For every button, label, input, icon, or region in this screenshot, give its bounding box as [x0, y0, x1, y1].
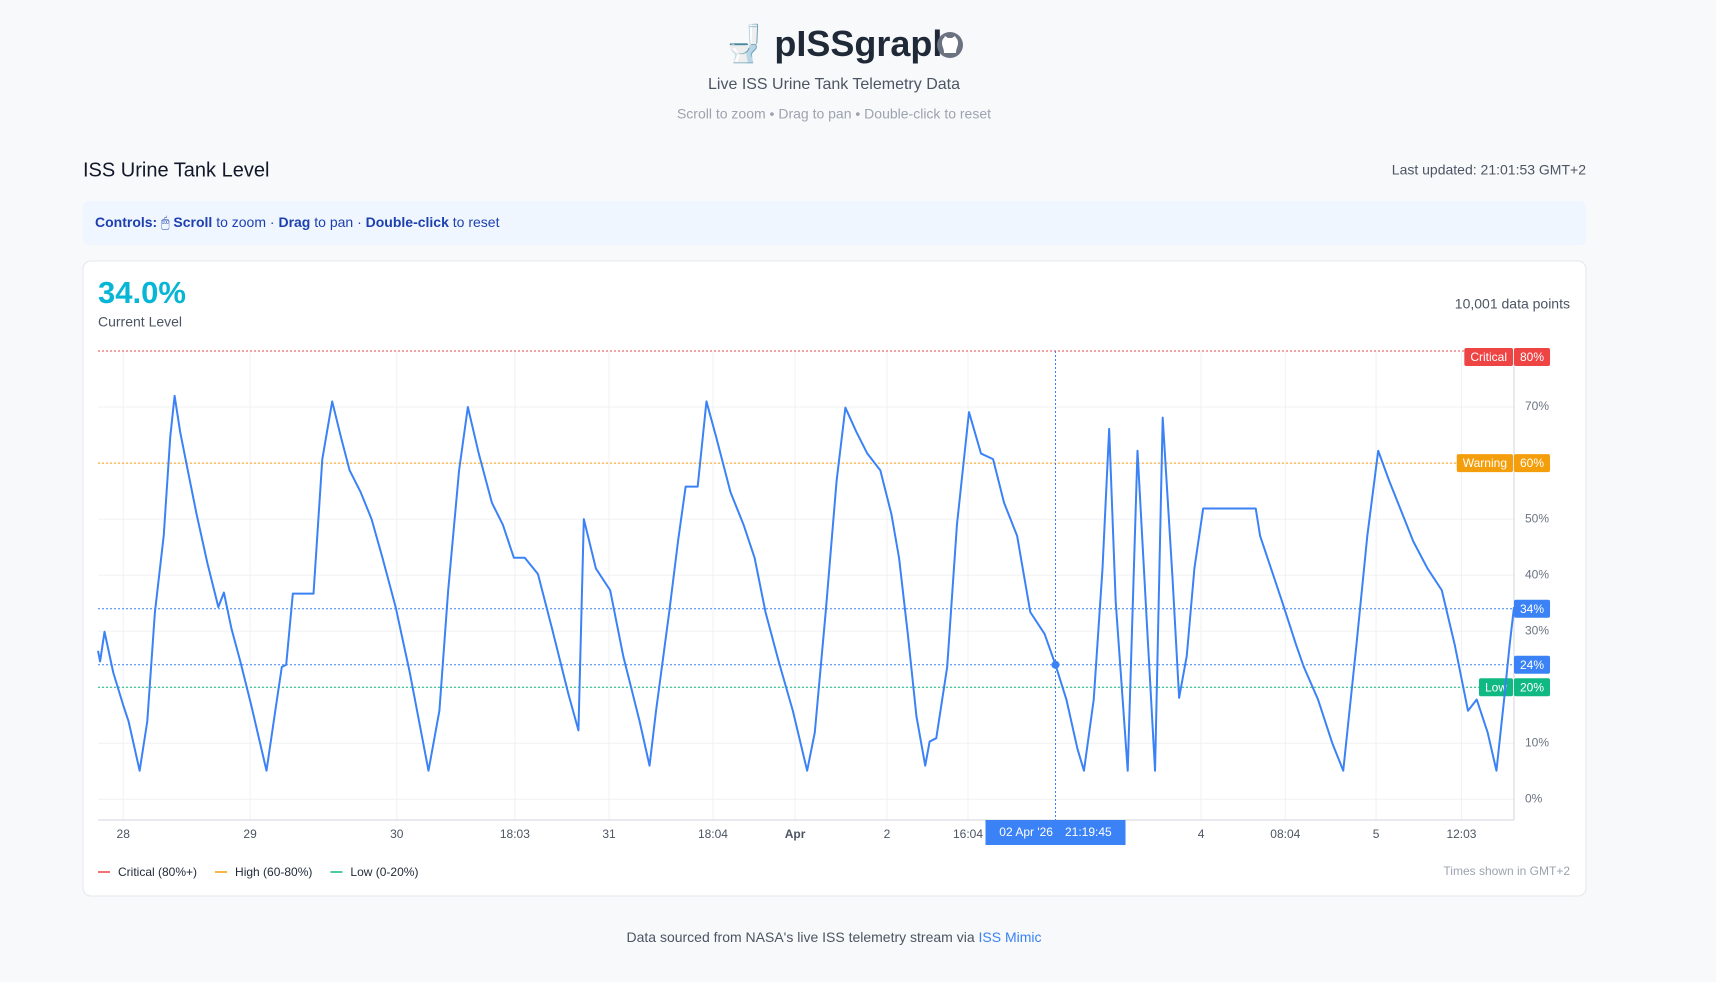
reference-value-badge-text: 60%: [1520, 456, 1544, 470]
data-points: 10,001 data points: [1455, 296, 1570, 312]
y-tick-label: 0%: [1525, 791, 1543, 805]
footer-text: Data sourced from NASA's live ISS teleme…: [626, 929, 978, 945]
reference-name-badge-bg: [1456, 454, 1513, 473]
chart-card: [82, 260, 1587, 897]
reference-name-badge: Critical: [1464, 348, 1513, 366]
current-level: 34.0%: [98, 275, 186, 310]
reference-value-badge-bg: [1514, 599, 1551, 618]
controls-text: Controls: 🖱 Scroll to zoom · Drag to pan…: [95, 214, 500, 230]
reference-name-badge-text: Warning: [1463, 456, 1507, 470]
legend-label: Low (0-20%): [350, 865, 418, 879]
app-title: 🚽 pISSgraph: [722, 23, 955, 64]
reference-value-badge-text: 80%: [1520, 350, 1544, 364]
y-tick-label: 10%: [1525, 735, 1549, 749]
x-tick-label: 12:03: [1446, 827, 1476, 841]
x-tick-label: 30: [390, 827, 404, 841]
section-title: ISS Urine Tank Level: [83, 159, 269, 181]
y-tick-label: 30%: [1525, 623, 1549, 637]
x-tick-label: 31: [602, 827, 616, 841]
controls-part: to zoom ·: [212, 214, 278, 230]
reference-name-badge-text: Critical: [1470, 350, 1507, 364]
x-tick-label: 16:04: [953, 827, 983, 841]
reference-value-badge-text: 34%: [1520, 602, 1544, 616]
series-line: [97, 394, 1515, 772]
cursor-value-badge: 24%: [1514, 655, 1551, 674]
x-tick-label: 28: [117, 827, 131, 841]
last-updated: Last updated: 21:01:53 GMT+2: [1392, 162, 1586, 178]
subtitle: Live ISS Urine Tank Telemetry Data: [708, 76, 960, 93]
reference-value-badge-bg: [1514, 348, 1551, 366]
footer-link[interactable]: ISS Mimic: [979, 929, 1042, 945]
hint: Scroll to zoom • Drag to pan • Double-cl…: [677, 106, 991, 122]
cursor-value-badge-bg: [1514, 655, 1551, 674]
x-tick-label: 08:04: [1270, 827, 1300, 841]
controls-part: to reset: [449, 214, 500, 230]
reference-value-badge: 60%: [1514, 454, 1551, 473]
reference-value-badge: 80%: [1514, 348, 1551, 366]
x-tick-label: 18:03: [500, 827, 530, 841]
github-link[interactable]: [937, 32, 963, 58]
reference-name-badge-bg: [1464, 348, 1513, 366]
cursor-time-badge: 02 Apr '26 21:19:45: [985, 820, 1126, 845]
controls-part: Drag: [278, 214, 310, 230]
controls-part: Double-click: [366, 214, 449, 230]
reference-value-badge-text: 20%: [1520, 680, 1544, 694]
x-tick-label: 2: [884, 827, 891, 841]
time-note: Times shown in GMT+2: [1443, 864, 1570, 878]
reference-name-badge: Low: [1478, 678, 1513, 697]
reference-value-badge: 34%: [1514, 599, 1551, 618]
controls-part: Controls:: [95, 214, 157, 230]
title-text: pISSgraph: [774, 23, 954, 64]
x-tick-label: 29: [243, 827, 257, 841]
x-tick-label: 5: [1373, 827, 1380, 841]
legend-label: High (60-80%): [235, 865, 312, 879]
controls-part: Scroll: [173, 214, 212, 230]
controls-box: [83, 201, 1586, 245]
x-tick-label: 18:04: [698, 827, 728, 841]
plot[interactable]: 0% 10% 20% 30% 40% 50% 60% 70% 28 29 30 18:03 31 18:0…: [97, 348, 1551, 879]
legend-label: Critical (80%+): [118, 865, 197, 879]
x-tick-label: 4: [1198, 827, 1205, 841]
current-level-label: Current Level: [98, 314, 182, 330]
reference-value-badge-bg: [1514, 678, 1551, 697]
cursor-date: 02 Apr '26: [999, 825, 1053, 839]
cursor-time-text: 02 Apr '26 21:19:45: [999, 825, 1112, 839]
y-tick-label: 70%: [1525, 399, 1549, 413]
reference-name-badge-text: Low: [1485, 680, 1507, 694]
title-icon: 🚽: [722, 23, 767, 64]
cursor-value-badge-text: 24%: [1520, 658, 1544, 672]
controls-part: to pan ·: [310, 214, 365, 230]
github-glyph: [942, 36, 958, 53]
footer: Data sourced from NASA's live ISS teleme…: [626, 929, 1041, 945]
reference-value-badge: 20%: [1514, 678, 1551, 697]
reference-value-badge-bg: [1514, 454, 1551, 473]
cursor-time: 21:19:45: [1065, 825, 1112, 839]
reference-name-badge: Warning: [1456, 454, 1513, 473]
x-tick-label: Apr: [785, 827, 806, 841]
y-tick-label: 50%: [1525, 511, 1549, 525]
controls-part: 🖱: [157, 214, 173, 230]
cursor-time-bg: [985, 820, 1126, 845]
cursor-point: [1051, 660, 1060, 669]
y-tick-label: 40%: [1525, 567, 1549, 581]
